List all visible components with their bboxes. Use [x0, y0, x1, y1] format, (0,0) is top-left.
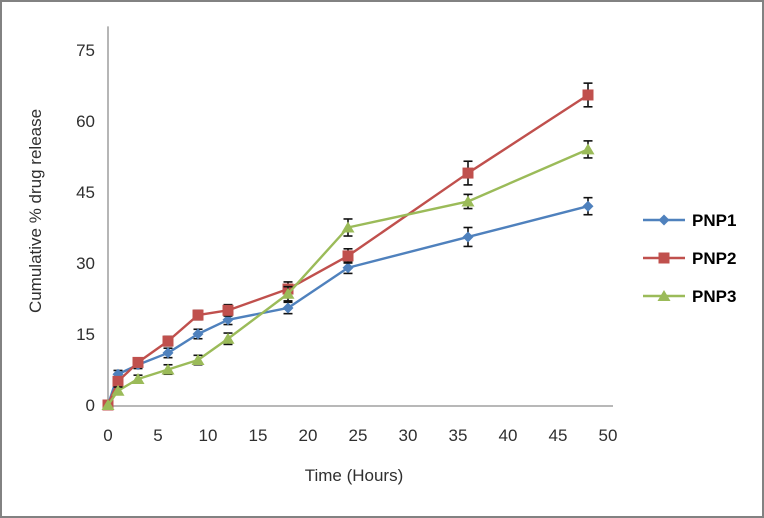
- triangle-marker-PNP3: [341, 221, 355, 233]
- triangle-marker-PNP3: [101, 399, 115, 410]
- x-tick-label: 25: [349, 426, 368, 445]
- x-tick-label: 5: [153, 426, 162, 445]
- triangle-marker-PNP3: [161, 363, 175, 375]
- legend-label-PNP1: PNP1: [692, 211, 736, 230]
- x-axis-title: Time (Hours): [305, 466, 404, 485]
- x-tick-label: 35: [449, 426, 468, 445]
- x-tick-label: 40: [499, 426, 518, 445]
- y-tick-label: 45: [76, 183, 95, 202]
- diamond-marker-PNP1: [222, 314, 234, 326]
- diamond-marker-PNP1: [462, 231, 474, 243]
- legend-diamond-icon-PNP1: [658, 214, 670, 226]
- triangle-marker-PNP3: [191, 354, 205, 366]
- legend-triangle-icon-PNP3: [657, 290, 671, 301]
- y-tick-label: 15: [76, 325, 95, 344]
- triangle-marker-PNP3: [281, 287, 295, 299]
- x-tick-label: 50: [599, 426, 618, 445]
- legend-label-PNP2: PNP2: [692, 249, 736, 268]
- square-marker-PNP2: [342, 250, 354, 262]
- diamond-marker-PNP1: [342, 262, 354, 274]
- triangle-marker-PNP3: [221, 332, 235, 344]
- diamond-marker-PNP1: [282, 302, 294, 314]
- square-marker-PNP2: [132, 356, 144, 368]
- series-line-PNP3: [107, 148, 589, 406]
- series-line-PNP1: [106, 205, 589, 406]
- triangle-marker-PNP3: [581, 143, 595, 155]
- square-marker-PNP2: [222, 304, 234, 316]
- square-marker-PNP2: [112, 375, 124, 387]
- y-axis-title: Cumulative % drug release: [26, 109, 45, 313]
- y-tick-label: 75: [76, 41, 95, 60]
- x-tick-label: 30: [399, 426, 418, 445]
- x-tick-label: 15: [249, 426, 268, 445]
- diamond-marker-PNP1: [162, 347, 174, 359]
- y-tick-label: 0: [86, 396, 95, 415]
- y-tick-label: 60: [76, 112, 95, 131]
- diamond-marker-PNP1: [192, 328, 204, 340]
- x-tick-label: 20: [299, 426, 318, 445]
- legend-label-PNP3: PNP3: [692, 287, 736, 306]
- square-marker-PNP2: [582, 89, 594, 101]
- triangle-marker-PNP3: [131, 372, 145, 384]
- triangle-marker-PNP3: [461, 195, 475, 207]
- square-marker-PNP2: [162, 335, 174, 347]
- x-tick-label: 10: [199, 426, 218, 445]
- x-tick-label: 45: [549, 426, 568, 445]
- x-tick-label: 0: [103, 426, 112, 445]
- triangle-marker-PNP3: [111, 384, 125, 396]
- diamond-marker-PNP1: [582, 200, 594, 212]
- legend-square-icon-PNP2: [658, 252, 670, 264]
- y-tick-label: 30: [76, 254, 95, 273]
- square-marker-PNP2: [192, 309, 204, 321]
- square-marker-PNP2: [462, 167, 474, 179]
